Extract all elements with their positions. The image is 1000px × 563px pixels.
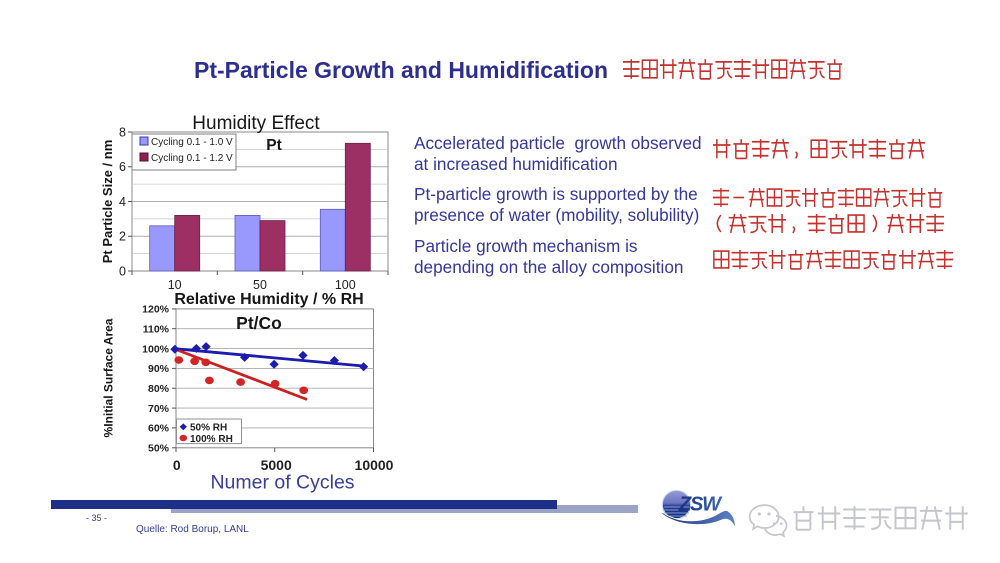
svg-text:0: 0: [119, 264, 126, 278]
svg-text:2: 2: [119, 230, 126, 244]
svg-text:Relative Humidity / % RH: Relative Humidity / % RH: [174, 291, 363, 308]
svg-text:50% RH: 50% RH: [190, 423, 227, 434]
svg-text:%Initial Surface Area: %Initial Surface Area: [102, 318, 116, 437]
svg-text:10000: 10000: [355, 457, 394, 473]
svg-text:Pt: Pt: [266, 137, 282, 154]
svg-text:6: 6: [119, 160, 126, 174]
svg-text:110%: 110%: [143, 323, 170, 335]
svg-text:100: 100: [335, 278, 356, 292]
svg-text:ZSW: ZSW: [678, 494, 723, 516]
svg-text:5000: 5000: [261, 457, 292, 473]
svg-text:100%: 100%: [142, 343, 170, 355]
svg-text:Cycling 0.1 - 1.0 V: Cycling 0.1 - 1.0 V: [151, 137, 233, 148]
svg-text:90%: 90%: [148, 363, 170, 375]
svg-text:100% RH: 100% RH: [190, 434, 233, 445]
svg-text:Pt/Co: Pt/Co: [236, 313, 282, 333]
svg-text:Pt Particle Size / nm: Pt Particle Size / nm: [100, 140, 115, 264]
svg-text:4: 4: [119, 195, 126, 209]
svg-text:Cycling 0.1 - 1.2 V: Cycling 0.1 - 1.2 V: [151, 153, 233, 164]
svg-text:120%: 120%: [142, 304, 170, 316]
svg-text:50: 50: [253, 278, 267, 292]
svg-text:10: 10: [168, 278, 182, 292]
svg-text:70%: 70%: [148, 403, 170, 415]
svg-text:Humidity Effect: Humidity Effect: [192, 113, 320, 134]
svg-text:Numer of Cycles: Numer of Cycles: [210, 472, 354, 494]
svg-text:80%: 80%: [148, 383, 170, 395]
svg-text:50%: 50%: [148, 443, 170, 455]
svg-text:0: 0: [173, 457, 181, 473]
svg-text:8: 8: [119, 126, 126, 140]
svg-text:60%: 60%: [148, 423, 170, 435]
